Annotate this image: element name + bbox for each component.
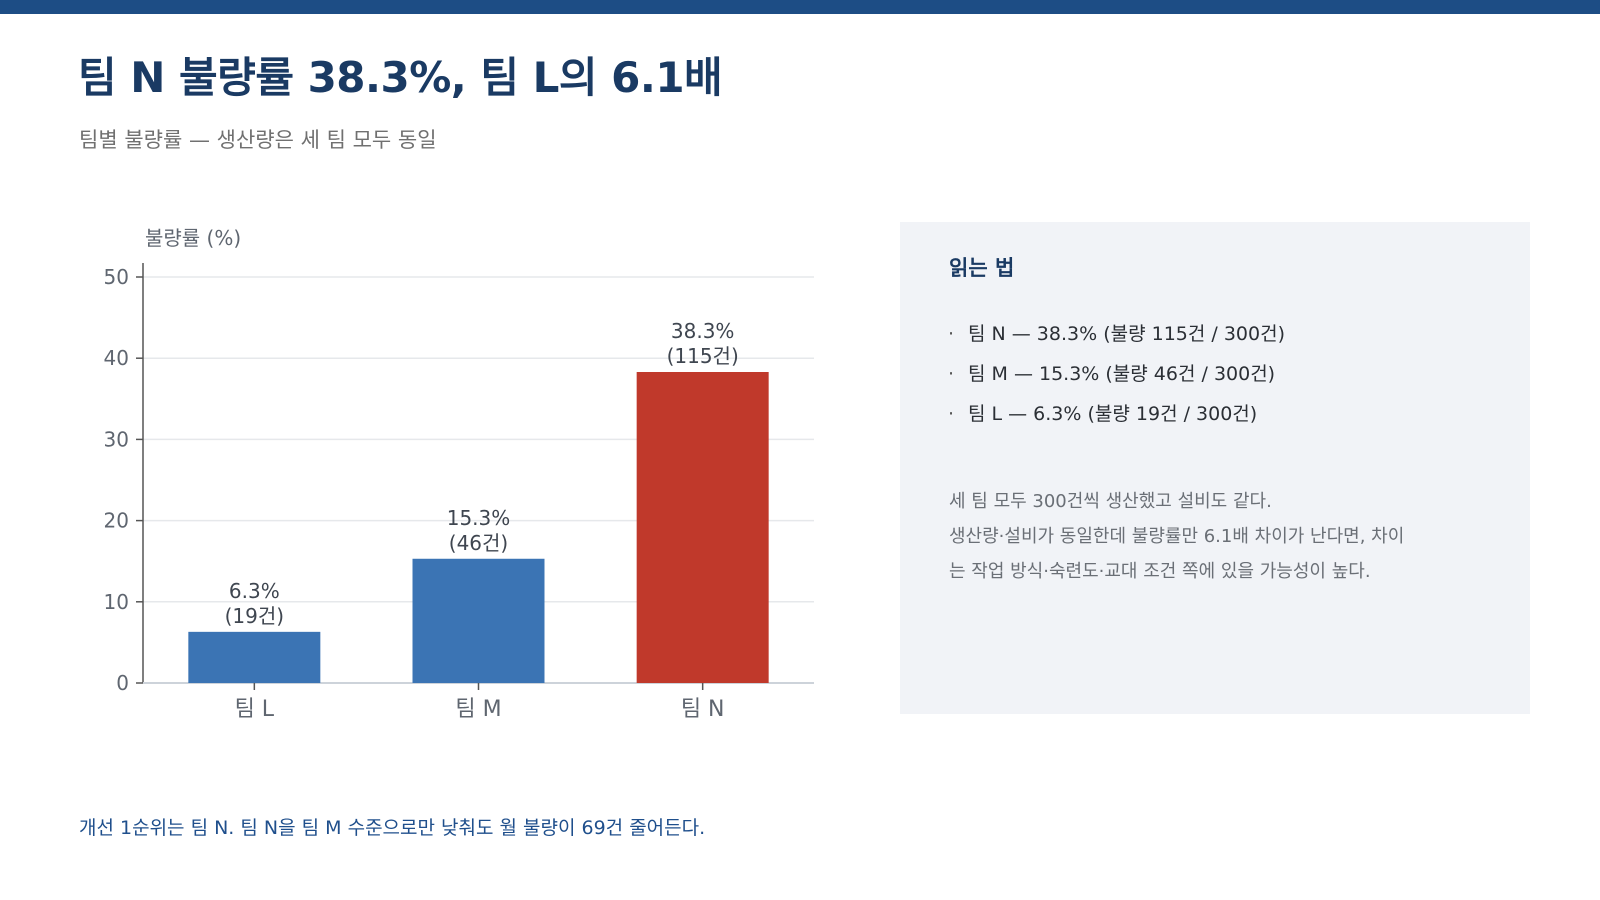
bullet-dot-icon: · bbox=[948, 403, 955, 425]
bar-1 bbox=[188, 631, 321, 683]
y-tick-label: 50 bbox=[104, 265, 129, 289]
y-tick-label: 30 bbox=[104, 427, 129, 451]
header-accent-bar bbox=[0, 0, 1600, 14]
page-title: 팀 N 불량률 38.3%, 팀 L의 6.1배 bbox=[78, 53, 723, 102]
panel-bullet-text: 팀 M — 15.3% (불량 46건 / 300건) bbox=[968, 363, 1276, 385]
reading-guide-panel: 읽는 법 · 팀 N — 38.3% (불량 115건 / 300건) · 팀 M … bbox=[900, 222, 1530, 714]
page-subtitle: 팀별 불량률 — 생산량은 세 팀 모두 동일 bbox=[79, 128, 437, 152]
bar-count-label: (19건) bbox=[225, 604, 284, 628]
defect-rate-chart: 불량률 (%) 0 10 20 30 40 50 팀 L 6.3% (19건) 팀 M 15.3% (4… bbox=[90, 215, 850, 735]
bar-count-label: (115건) bbox=[667, 344, 739, 368]
bullet-dot-icon: · bbox=[948, 363, 955, 385]
bar-value-label: 38.3% bbox=[671, 319, 735, 343]
panel-bullet-text: 팀 N — 38.3% (불량 115건 / 300건) bbox=[968, 323, 1286, 345]
x-tick-label: 팀 M bbox=[455, 697, 501, 722]
panel-note-line: 세 팀 모두 300건씩 생산했고 설비도 같다. bbox=[949, 491, 1272, 512]
panel-title: 읽는 법 bbox=[949, 256, 1015, 280]
chart-svg: 불량률 (%) 0 10 20 30 40 50 팀 L 6.3%(19건) 팀 M 15.3%(4… bbox=[104, 226, 814, 722]
panel-bullet-item: · 팀 N — 38.3% (불량 115건 / 300건) bbox=[948, 314, 1285, 354]
y-tick-label: 40 bbox=[104, 346, 129, 370]
panel-bullet-item: · 팀 L — 6.3% (불량 19건 / 300건) bbox=[948, 394, 1285, 434]
bar-2 bbox=[412, 558, 545, 683]
panel-bullet-text: 팀 L — 6.3% (불량 19건 / 300건) bbox=[968, 403, 1258, 425]
y-tick-label: 20 bbox=[104, 509, 129, 533]
panel-note: 세 팀 모두 300건씩 생산했고 설비도 같다. 생산량·설비가 동일한데 불… bbox=[949, 484, 1509, 589]
bar-count-label: (46건) bbox=[449, 531, 508, 555]
bar-value-label: 6.3% bbox=[229, 579, 280, 603]
y-tick-label: 0 bbox=[116, 671, 129, 695]
bullet-dot-icon: · bbox=[948, 323, 955, 345]
footer-conclusion: 개선 1순위는 팀 N. 팀 N을 팀 M 수준으로만 낮춰도 월 불량이 69… bbox=[79, 817, 706, 839]
x-tick-label: 팀 N bbox=[681, 697, 725, 722]
bar-3 bbox=[636, 372, 769, 683]
y-tick-label: 10 bbox=[104, 590, 129, 614]
panel-note-line: 는 작업 방식·숙련도·교대 조건 쪽에 있을 가능성이 높다. bbox=[949, 561, 1371, 582]
y-axis-label: 불량률 (%) bbox=[145, 226, 241, 250]
x-tick-label: 팀 L bbox=[235, 697, 275, 722]
panel-bullet-item: · 팀 M — 15.3% (불량 46건 / 300건) bbox=[948, 354, 1285, 394]
panel-bullet-list: · 팀 N — 38.3% (불량 115건 / 300건) · 팀 M — 15.… bbox=[948, 314, 1285, 434]
panel-note-line: 생산량·설비가 동일한데 불량률만 6.1배 차이가 난다면, 차이 bbox=[949, 526, 1405, 547]
bar-value-label: 15.3% bbox=[447, 506, 511, 530]
